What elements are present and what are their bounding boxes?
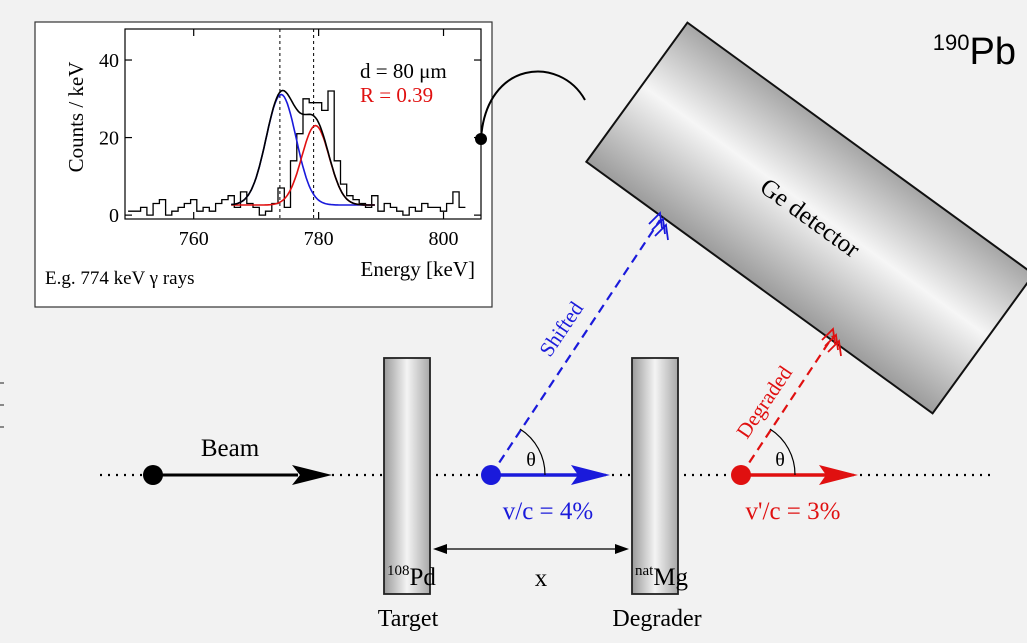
inset-caption: E.g. 774 keV γ rays — [45, 268, 194, 289]
y-tick-label: 0 — [109, 205, 119, 227]
degrader-label: Degrader — [612, 606, 701, 632]
nucleus-mass: 190 — [933, 30, 970, 55]
shifted-nucleus — [481, 465, 501, 485]
degrader-foil — [631, 357, 679, 595]
degraded-nucleus — [731, 465, 751, 485]
connector-dot — [475, 133, 487, 145]
x-axis-label: Energy [keV] — [361, 257, 476, 281]
x-tick-label: 780 — [304, 228, 334, 250]
y-tick-label: 20 — [99, 128, 119, 150]
shifted-gamma-arrowhead — [648, 211, 669, 241]
distance-arrow-left — [433, 544, 447, 554]
x-tick-label: 760 — [179, 228, 209, 250]
degraded-gamma-ray — [740, 335, 834, 476]
nucleus-label: 190Pb — [933, 30, 1016, 73]
beam-arrowhead — [292, 465, 332, 485]
degraded-label: Degraded — [731, 361, 797, 443]
plot-frame — [124, 28, 482, 220]
plot-layer: 760 780 800 0 20 40 — [99, 29, 481, 250]
param-R: R = 0.39 — [360, 83, 433, 107]
fit-total-curve — [231, 89, 375, 206]
shifted-angle-label: θ — [526, 449, 536, 471]
y-axis-label: Counts / keV — [64, 62, 88, 173]
inset-connector — [480, 70, 586, 140]
beam-particle — [143, 465, 163, 485]
shifted-label: Shifted — [534, 297, 588, 361]
spectrum-inset: 760 780 800 0 20 40 d = 80 μm R = 0.39 Counts… — [34, 21, 493, 308]
x-tick-label: 800 — [429, 228, 459, 250]
shifted-gamma-ray — [490, 219, 661, 476]
ge-detector: Ge detector — [584, 21, 1027, 415]
shifted-velocity-label: v/c = 4% — [503, 498, 593, 525]
target-label: Target — [378, 606, 439, 632]
distance-label: x — [535, 565, 548, 592]
shifted-velocity-arrowhead — [571, 465, 610, 485]
degraded-angle-arc — [769, 428, 796, 476]
degraded-angle-label: θ — [775, 449, 785, 471]
param-d: d = 80 μm — [360, 59, 447, 83]
detector-body — [584, 21, 1027, 415]
inset-border — [34, 21, 493, 308]
degraded-velocity-label: v'/c = 3% — [746, 498, 841, 525]
degraded-gamma-arrowhead — [821, 327, 842, 357]
target-isotope: 108Pd — [387, 563, 436, 591]
y-tick-label: 40 — [99, 50, 119, 72]
degrader-isotope: natMg — [635, 563, 689, 591]
target-foil — [383, 357, 431, 595]
nucleus-symbol: Pb — [970, 31, 1016, 73]
distance-arrow-right — [615, 544, 629, 554]
shifted-angle-arc — [519, 428, 546, 476]
degraded-velocity-arrowhead — [819, 465, 858, 485]
beam-label: Beam — [201, 435, 260, 462]
data-histogram — [128, 90, 466, 216]
